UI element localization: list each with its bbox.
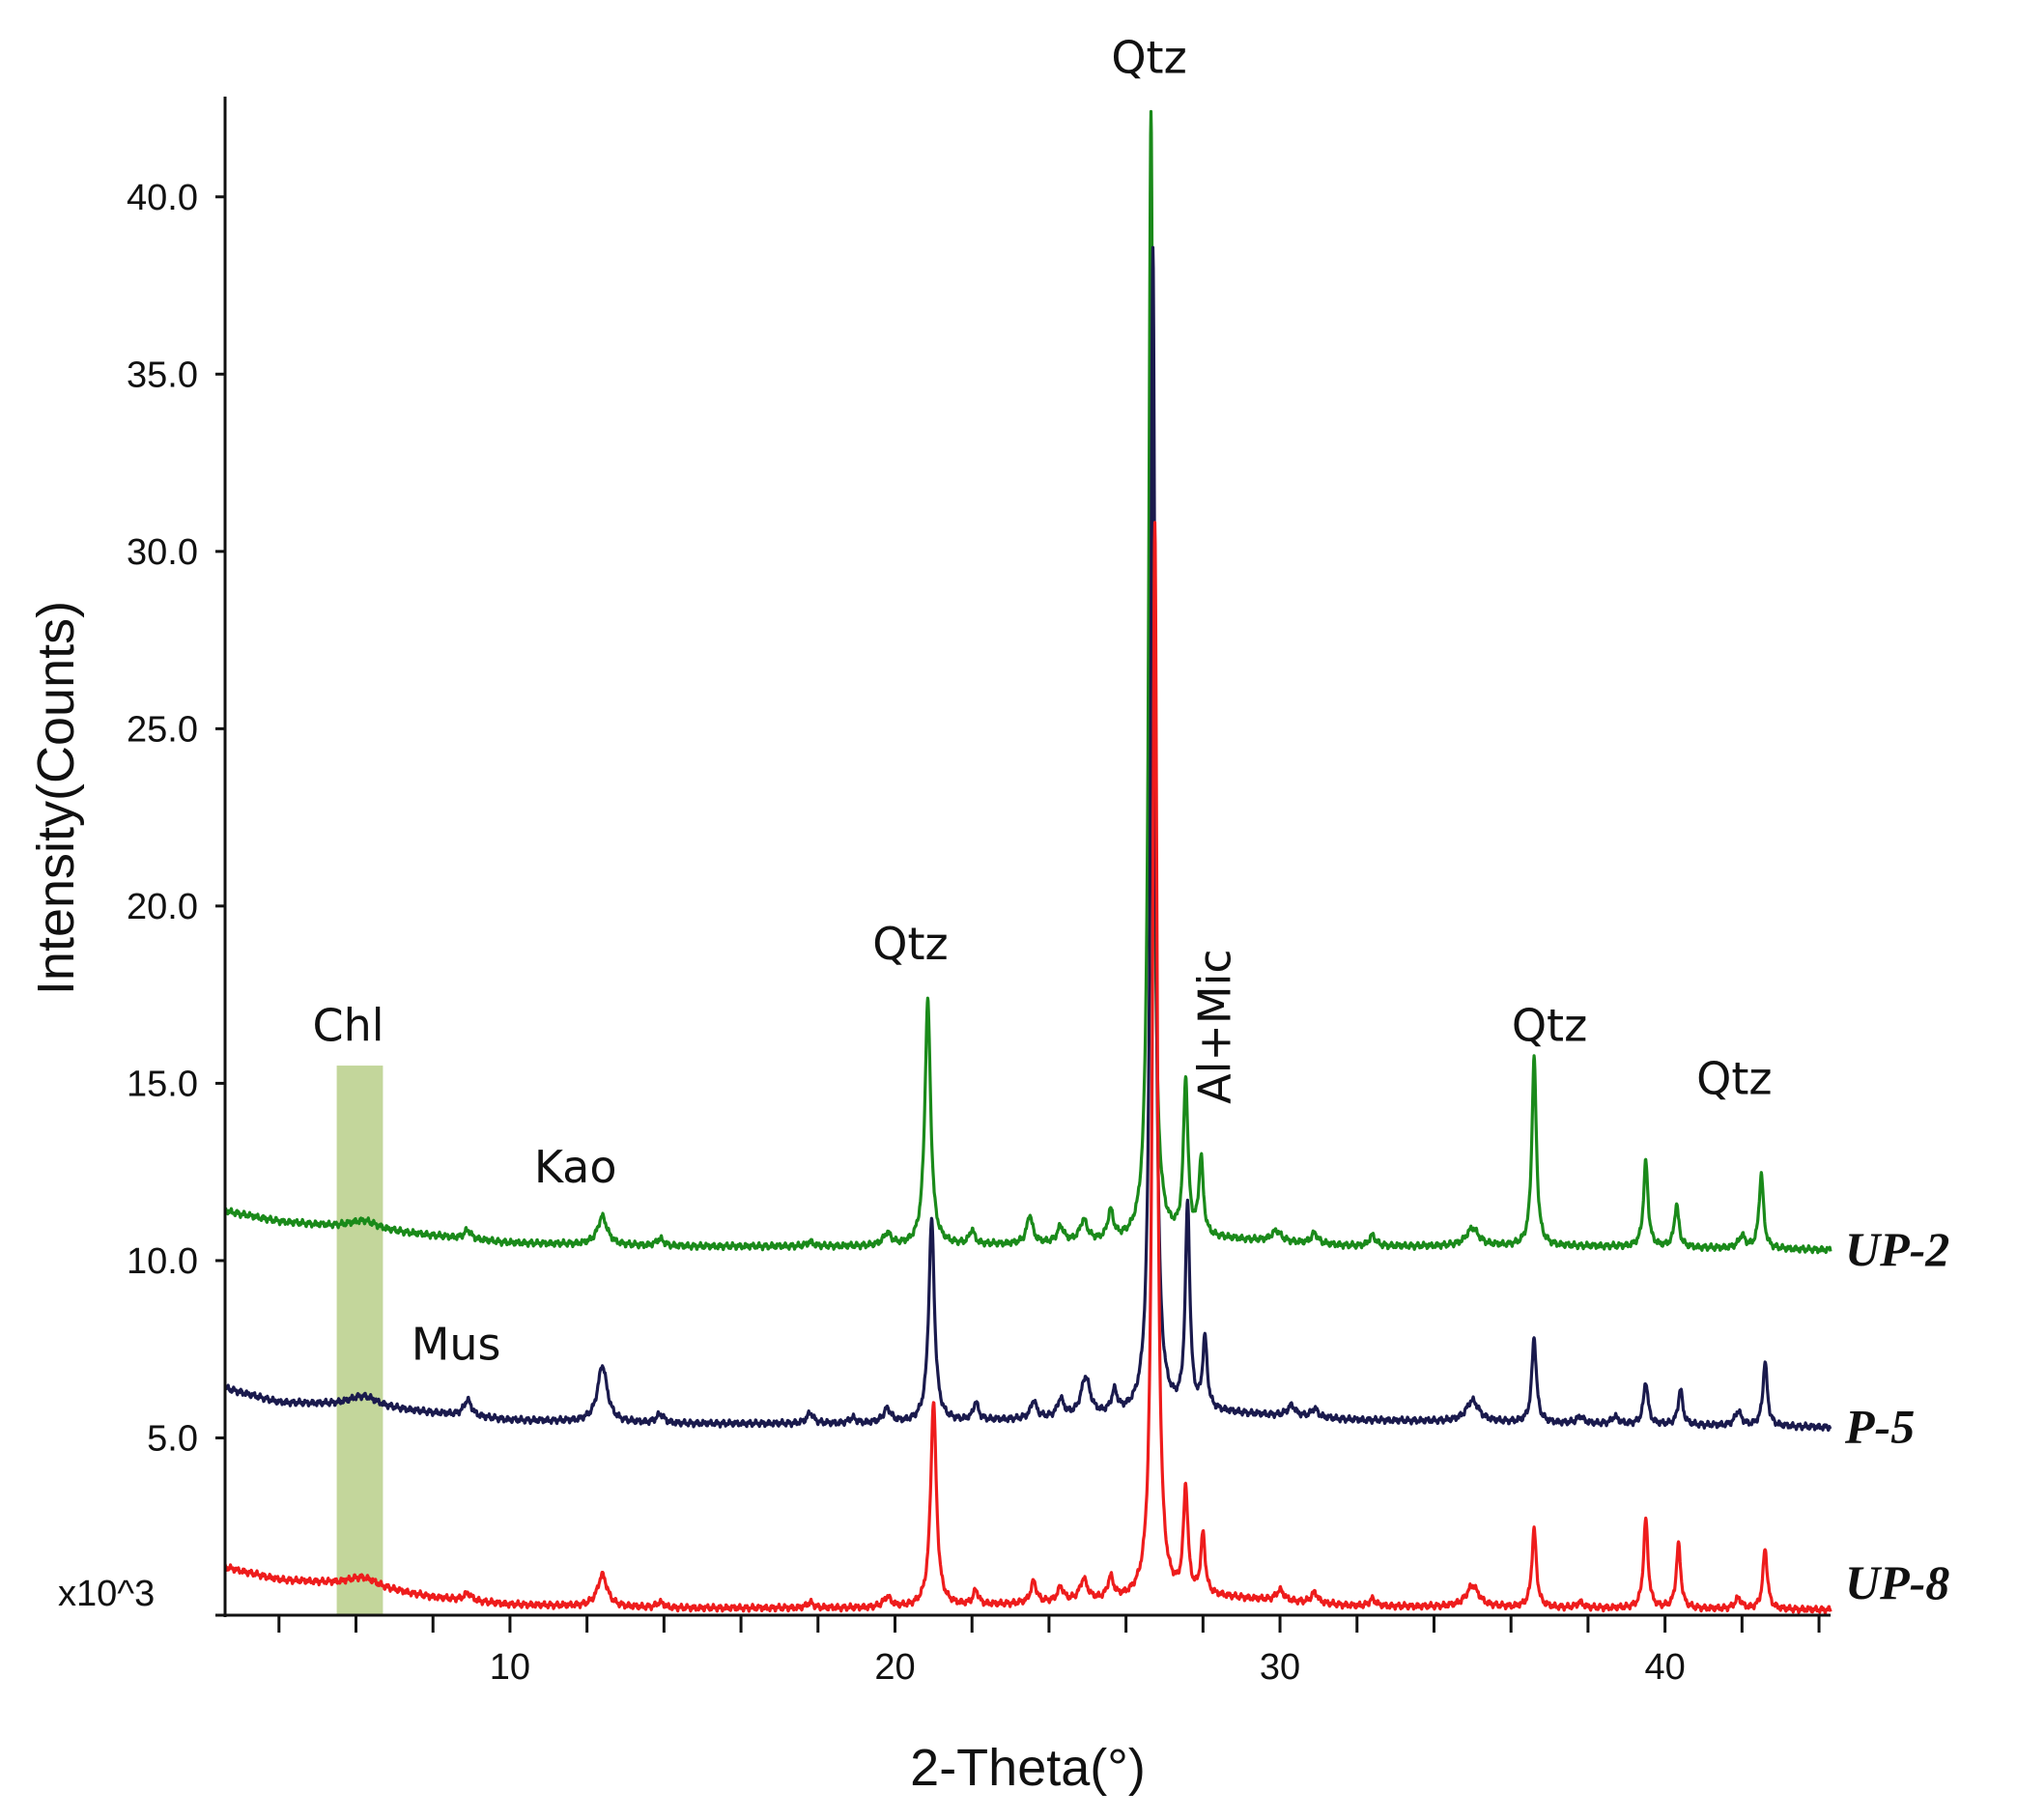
peak-annotation: Qtz	[1111, 31, 1186, 83]
text-layer: 5.0 10.0 15.0 20.0 25.0 30.0 35.0 40.0 10 20 30 40 2…	[27, 31, 1949, 1797]
peak-annotation: Qtz	[872, 918, 948, 970]
y-scale-note: x10^3	[58, 1574, 155, 1614]
peak-annotation: Qtz	[1696, 1052, 1772, 1104]
y-tick-label: 25.0	[127, 709, 198, 750]
series-line-up-8	[223, 521, 1832, 1615]
y-tick-label: 20.0	[127, 887, 198, 927]
peak-annotation: Kao	[534, 1141, 617, 1193]
peak-annotation: Chl	[313, 999, 384, 1051]
series-label: P-5	[1844, 1399, 1915, 1453]
y-tick-label: 15.0	[127, 1064, 198, 1104]
axes-layer	[215, 97, 1831, 1633]
highlight-band-layer	[336, 1066, 384, 1615]
series-label: UP-8	[1845, 1555, 1949, 1609]
chl-highlight-band	[336, 1066, 384, 1615]
series-line-p-5	[223, 245, 1832, 1433]
x-tick-label: 20	[874, 1647, 915, 1688]
y-tick-label: 35.0	[127, 355, 198, 395]
series-layer	[223, 109, 1832, 1615]
series-line-up-2	[223, 109, 1832, 1255]
peak-annotation: Qtz	[1512, 999, 1587, 1051]
x-axis-title: 2-Theta(°)	[910, 1739, 1146, 1797]
y-tick-label: 30.0	[127, 532, 198, 573]
peak-annotation: Al+Mic	[1188, 949, 1240, 1104]
series-label: UP-2	[1845, 1222, 1949, 1276]
x-tick-label: 30	[1260, 1647, 1300, 1688]
y-tick-label: 10.0	[127, 1241, 198, 1282]
y-tick-label: 5.0	[147, 1418, 198, 1459]
peak-annotation: Mus	[412, 1319, 501, 1371]
x-tick-label: 40	[1644, 1647, 1685, 1688]
y-tick-label: 40.0	[127, 178, 198, 218]
x-tick-label: 10	[490, 1647, 530, 1688]
y-axis-title: Intensity(Counts)	[27, 601, 85, 995]
